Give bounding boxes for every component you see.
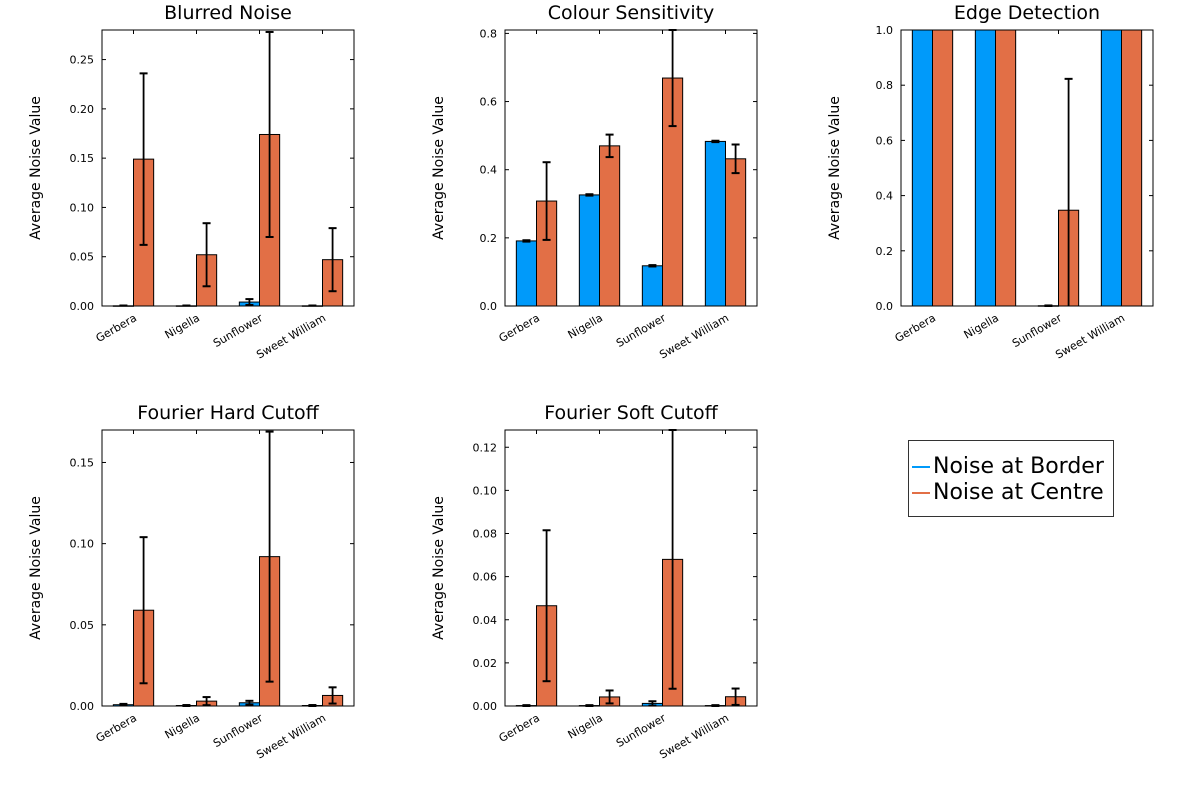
y-tick-label: 0.06 [473,571,498,584]
x-tick-label: Sweet William [657,311,731,361]
y-tick-label: 0.00 [70,700,95,713]
y-tick-label: 0.2 [480,232,498,245]
bar-centre-sweet-william [1121,29,1143,307]
x-tick-label: Nigella [163,311,202,341]
chart-5: Fourier Soft Cutoff Average Noise Value Ge… [431,402,758,761]
y-tick-label: 0.08 [473,528,498,541]
chart-title: Colour Sensitivity [548,2,715,24]
y-tick-label: 0.00 [473,700,498,713]
y-tick-label: 0.20 [70,103,95,116]
x-tick-label: Gerbera [94,711,139,745]
chart-3: Edge Detection Average Noise Value Gerbera… [827,2,1154,361]
plot-frame [504,29,758,307]
y-tick-label: 0.4 [876,190,894,203]
legend-entry-border: Noise at Border [912,454,1104,480]
y-tick-label: 0.12 [473,441,498,454]
x-tick-label: Nigella [962,311,1001,341]
y-tick-label: 0.8 [480,27,498,40]
y-tick-label: 0.0 [876,300,894,313]
x-tick-label: Nigella [163,711,202,741]
chart-1: Blurred Noise Average Noise Value Gerbera N… [28,2,355,361]
y-tick-label: 0.10 [473,484,498,497]
legend-label-centre: Noise at Centre [933,480,1104,505]
x-tick-label: Sweet William [657,711,731,761]
x-tick-label: Sunflower [614,711,668,750]
x-tick-label: Sunflower [211,311,265,350]
bar-centre-nigella [599,145,621,307]
legend-label-border: Noise at Border [933,454,1104,479]
y-tick-label: 0.0 [480,300,498,313]
y-axis-label: Average Noise Value [827,96,843,240]
y-tick-label: 0.15 [70,456,95,469]
x-tick-label: Gerbera [497,711,542,745]
chart-2: Colour Sensitivity Average Noise Value Ger… [431,2,758,361]
bar-centre-nigella [995,29,1017,307]
bar-border-gerbera [911,29,934,307]
y-tick-label: 0.6 [876,134,894,147]
plot-frame [900,29,1154,307]
bar-border-sweet-william [1100,29,1122,307]
y-tick-label: 0.4 [480,164,498,177]
y-tick-label: 0.05 [70,619,95,632]
plot-frame [504,429,758,707]
legend-swatch-centre [912,492,930,494]
x-tick-label: Sweet William [254,311,328,361]
x-tick-label: Sunflower [1010,311,1064,350]
y-axis-label: Average Noise Value [28,496,44,640]
bar-centre-sweet-william [725,158,747,307]
y-tick-label: 0.02 [473,657,498,670]
y-tick-label: 0.00 [70,300,95,313]
chart-title: Fourier Hard Cutoff [137,402,319,424]
y-tick-label: 0.25 [70,54,95,67]
chart-title: Blurred Noise [164,2,292,24]
y-tick-label: 0.8 [876,79,894,92]
y-tick-label: 0.10 [70,538,95,551]
y-tick-label: 0.15 [70,152,95,165]
x-tick-label: Sweet William [1053,311,1127,361]
y-axis-label: Average Noise Value [28,96,44,240]
bar-border-gerbera [515,240,538,307]
x-tick-label: Gerbera [497,311,542,345]
legend-swatch-border [912,466,930,468]
y-tick-label: 0.04 [473,614,498,627]
y-tick-label: 1.0 [876,24,894,37]
plot-frame [101,429,355,707]
y-tick-label: 0.10 [70,201,95,214]
chart-title: Edge Detection [954,2,1100,24]
plot-frame [101,29,355,307]
legend-entry-centre: Noise at Centre [912,480,1104,506]
x-tick-label: Nigella [566,711,605,741]
x-tick-label: Sweet William [254,711,328,761]
bar-border-nigella [974,29,997,307]
bar-border-sweet-william [704,140,727,307]
y-tick-label: 0.05 [70,251,95,264]
y-tick-label: 0.2 [876,245,894,258]
chart-title: Fourier Soft Cutoff [544,402,718,424]
y-tick-label: 0.6 [480,96,498,109]
y-axis-label: Average Noise Value [431,96,447,240]
x-tick-label: Gerbera [94,311,139,345]
x-tick-label: Gerbera [893,311,938,345]
legend: Noise at Border Noise at Centre [908,440,1114,517]
bar-border-sunflower [641,265,664,307]
x-tick-label: Sunflower [614,311,668,350]
bar-centre-gerbera [932,29,954,307]
bar-border-nigella [578,194,601,307]
chart-4: Fourier Hard Cutoff Average Noise Value Ge… [28,402,355,761]
y-axis-label: Average Noise Value [431,496,447,640]
x-tick-label: Sunflower [211,711,265,750]
x-tick-label: Nigella [566,311,605,341]
